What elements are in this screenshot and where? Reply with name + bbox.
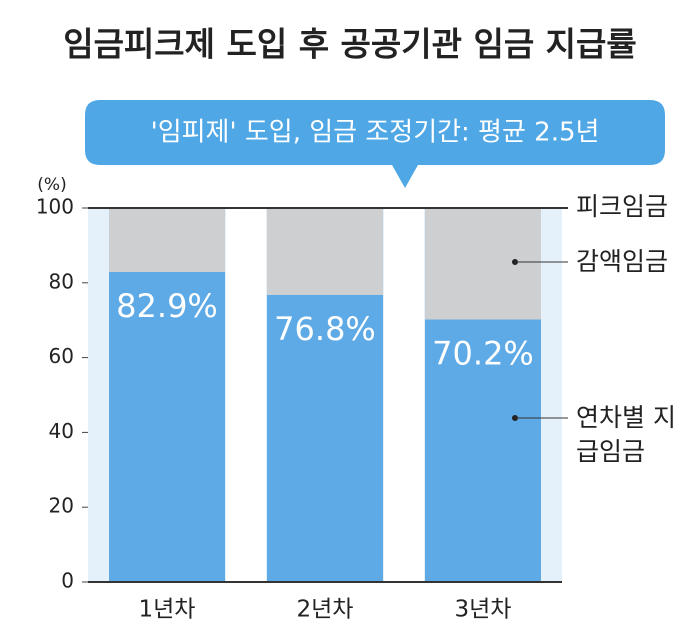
bar-segment	[109, 271, 225, 582]
bar-segment	[109, 208, 225, 272]
callout-box	[85, 100, 665, 188]
x-tick-label: 3년차	[455, 597, 512, 623]
x-tick-label: 1년차	[139, 597, 196, 623]
y-tick-label: 100	[36, 195, 74, 219]
y-tick-label: 80	[49, 269, 74, 293]
value-label: 70.2%	[432, 334, 534, 372]
subtitle: '임피제' 도입, 임금 조정기간: 평균 2.5년	[151, 118, 600, 148]
annotation: 피크임금	[576, 192, 668, 221]
y-axis-label: (%)	[37, 175, 66, 195]
chart-title: 임금피크제 도입 후 공공기관 임금 지급률	[63, 25, 637, 64]
bar-segment	[267, 294, 383, 582]
band-gap	[384, 208, 424, 582]
legend-entry: 감액임금	[576, 247, 669, 276]
y-tick-label: 60	[49, 344, 74, 368]
x-tick-label: 2년차	[297, 597, 354, 623]
band-gap	[226, 208, 266, 582]
value-label: 82.9%	[116, 287, 218, 325]
y-tick-label: 20	[49, 494, 74, 518]
bar-segment	[425, 208, 541, 320]
plot: 0 20 40 60 80 100 82.9% 1년차 76.8% 2년차 70.2% 3년차 피크임금	[36, 192, 668, 623]
bar-segment	[425, 319, 541, 582]
legend-entry: 연차별 지급임금	[576, 403, 676, 466]
y-tick-label: 0	[61, 569, 74, 593]
value-label: 76.8%	[274, 310, 376, 348]
y-tick-label: 40	[49, 419, 74, 443]
bar-segment	[267, 208, 383, 295]
